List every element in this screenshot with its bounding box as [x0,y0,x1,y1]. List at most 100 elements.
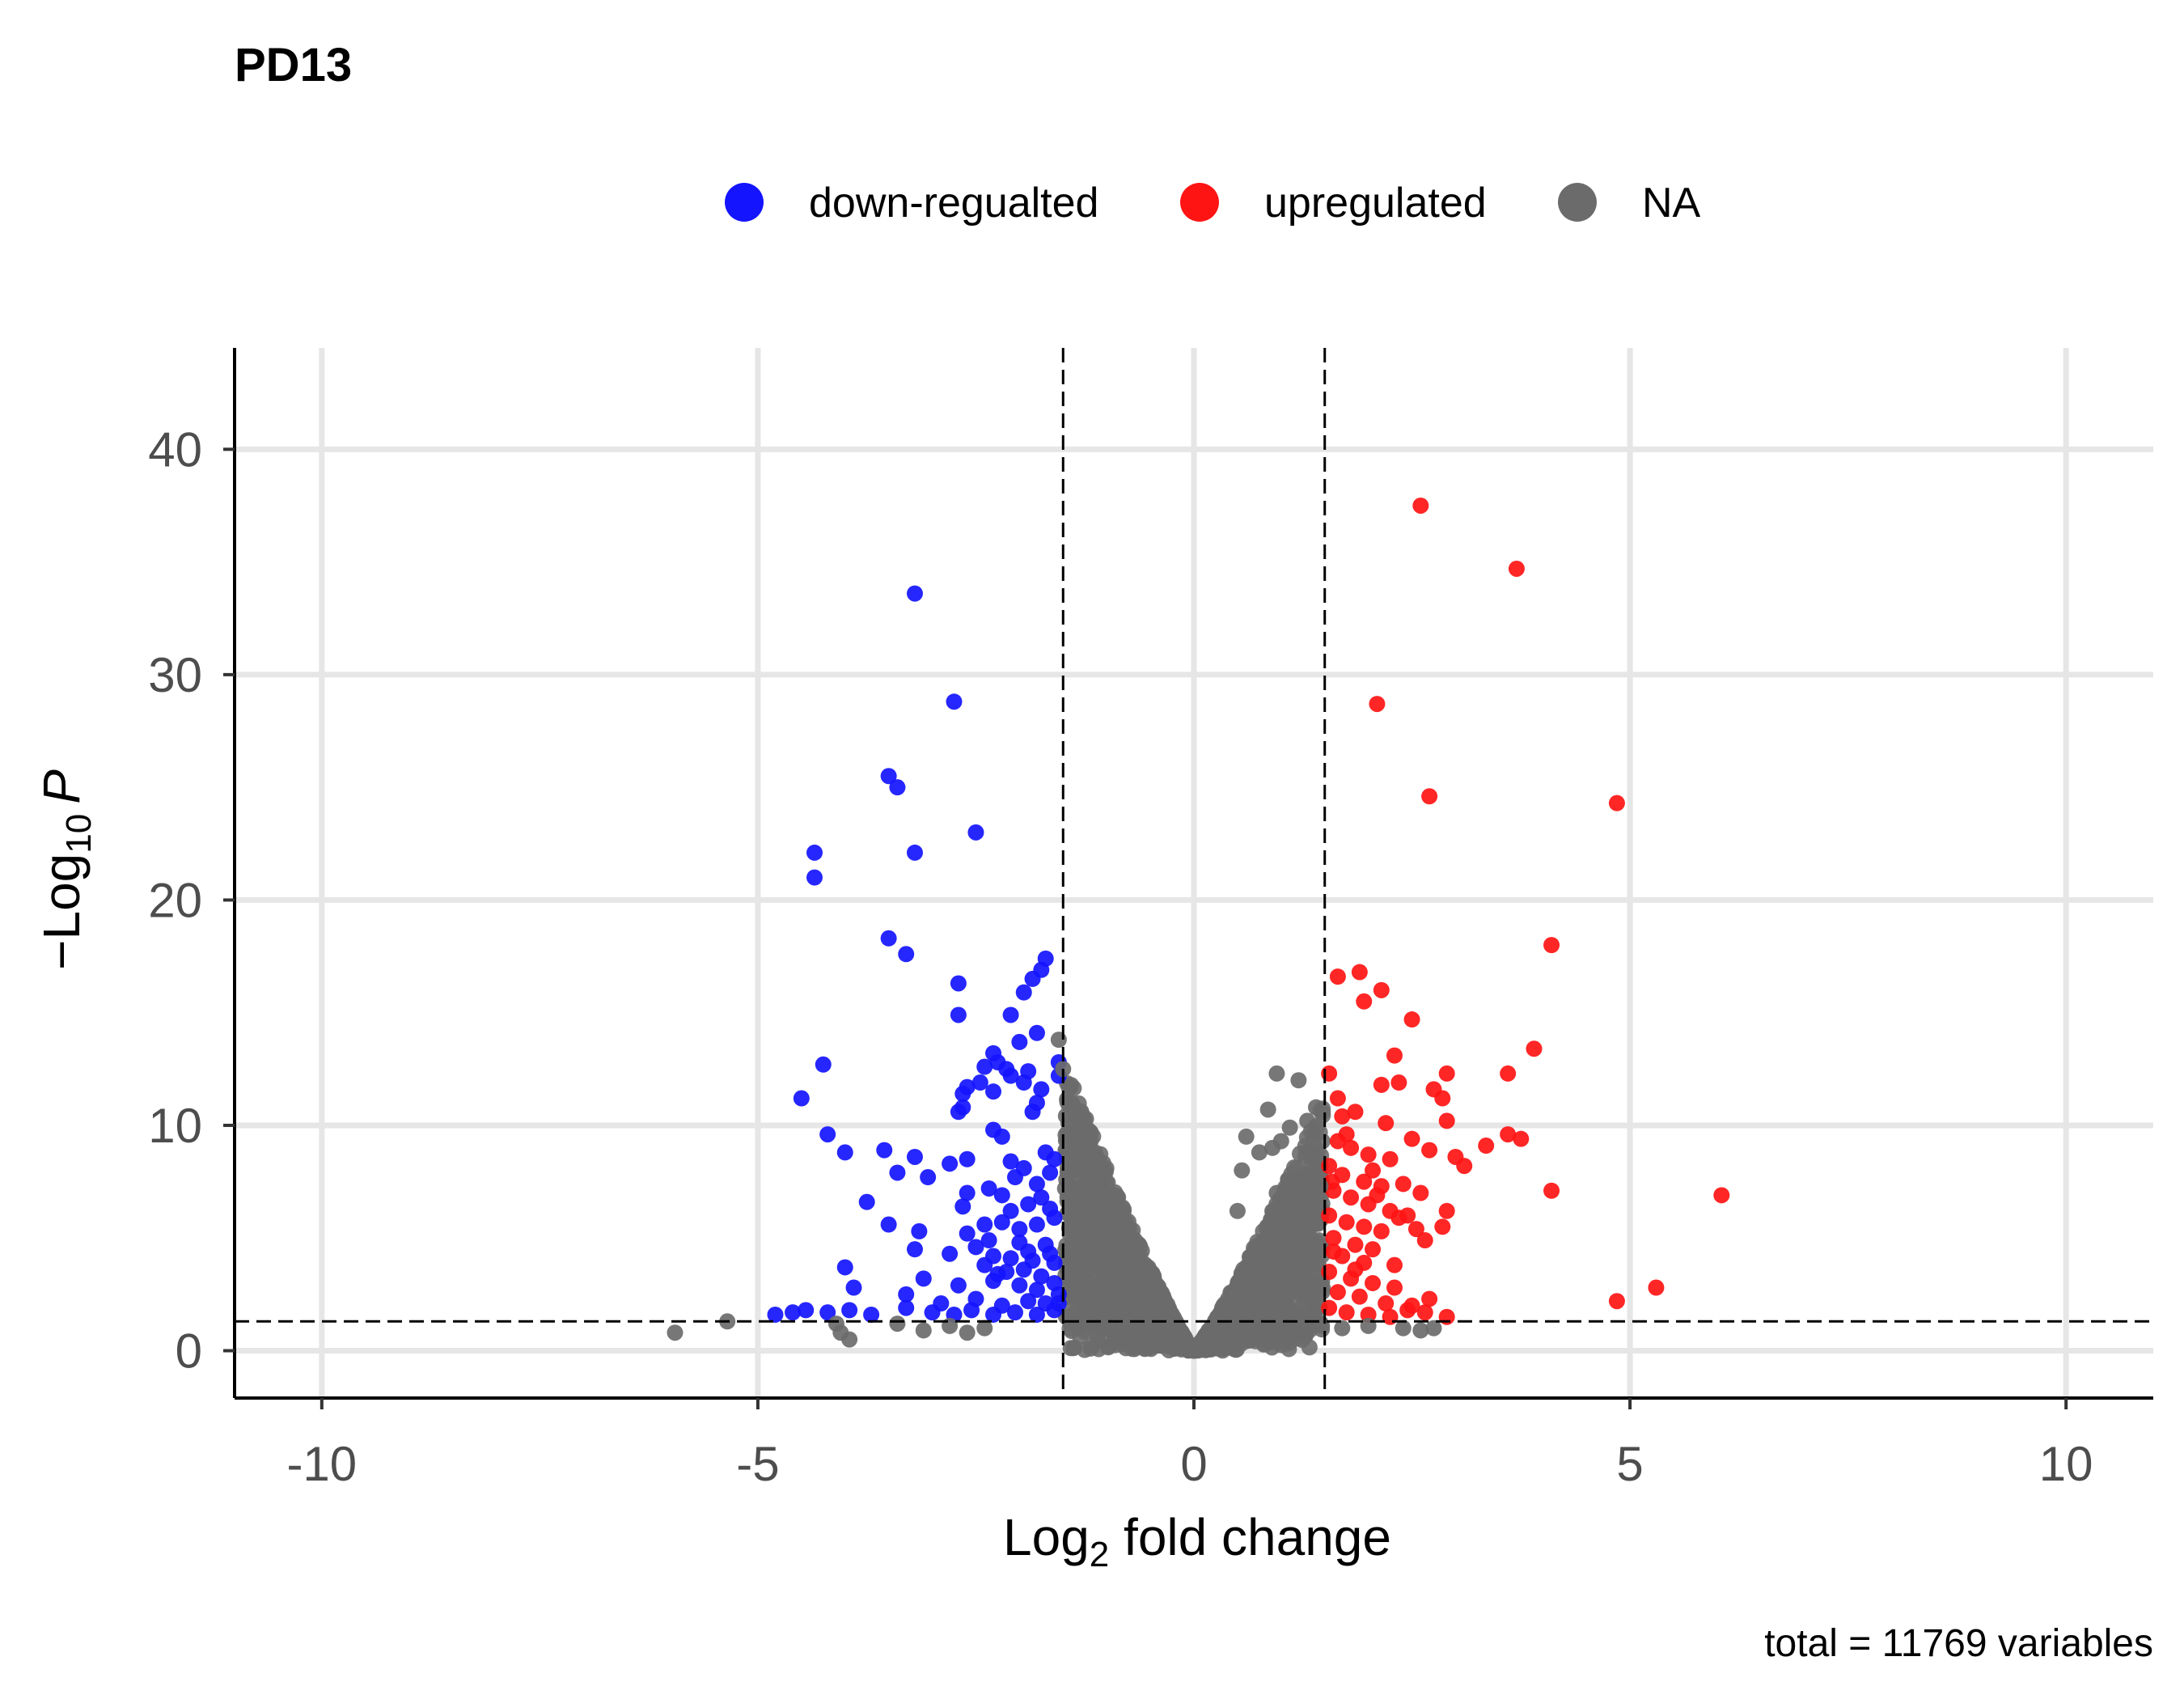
x-tick-label-0: -10 [286,1437,357,1491]
point-down-regualted-116 [1024,1252,1041,1269]
na-cloud-point-2181 [1128,1258,1145,1275]
point-down-regualted-5 [806,844,823,861]
point-upregulated-61 [1386,1279,1403,1296]
na-cloud-point-2059 [1268,1334,1285,1351]
point-upregulated-78 [1338,1126,1355,1143]
na-cloud-point-2113 [1263,1281,1280,1298]
point-down-regualted-53 [1028,1176,1045,1193]
point-upregulated-37 [1395,1176,1412,1193]
point-na-35 [1425,1320,1442,1337]
point-down-regualted-52 [1042,1164,1059,1181]
na-cloud-point-1741 [1079,1316,1096,1333]
point-down-regualted-6 [906,844,923,861]
point-down-regualted-106 [898,1299,915,1316]
point-upregulated-64 [1378,1295,1395,1312]
point-upregulated-19 [1500,1065,1517,1082]
na-cloud-point-2176 [1234,1268,1251,1285]
point-down-regualted-75 [967,1239,984,1256]
point-upregulated-79 [1412,1184,1429,1201]
point-upregulated-30 [1343,1139,1360,1156]
point-down-regualted-103 [819,1304,836,1321]
point-down-regualted-107 [924,1304,941,1321]
point-upregulated-60 [1365,1274,1382,1291]
y-tick-label-3: 30 [148,648,202,702]
point-na-30 [1281,1119,1298,1136]
point-upregulated-62 [1329,1284,1346,1301]
point-down-regualted-104 [841,1302,858,1319]
point-upregulated-39 [1343,1189,1360,1206]
point-na-4 [841,1331,858,1348]
point-upregulated-69 [1338,1304,1355,1321]
point-down-regualted-49 [1006,1169,1023,1186]
point-upregulated-47 [1356,1218,1373,1235]
point-na-8 [959,1324,976,1341]
point-na-25 [1264,1218,1281,1235]
na-cloud-point-2165 [1077,1341,1094,1358]
point-down-regualted-85 [836,1259,853,1276]
point-down-regualted-77 [1002,1250,1019,1267]
na-cloud-point-2193 [1265,1203,1282,1220]
point-down-regualted-12 [1024,970,1041,987]
point-down-regualted-47 [1002,1153,1019,1170]
y-axis-title-prefix: −Log [32,854,91,970]
point-upregulated-5 [1543,937,1560,954]
point-upregulated-45 [1321,1207,1338,1224]
na-cloud-point-2153 [1276,1227,1293,1244]
point-na-16 [1259,1101,1276,1118]
point-upregulated-66 [1648,1279,1665,1296]
na-cloud-point-2196 [1183,1340,1200,1357]
point-down-regualted-58 [993,1187,1010,1204]
point-upregulated-12 [1386,1047,1403,1064]
x-axis-title: Log2 fold change [1003,1508,1391,1574]
point-down-regualted-0 [906,585,923,602]
point-down-regualted-112 [1028,1306,1045,1323]
y-tick-label-1: 10 [148,1099,202,1153]
na-cloud-point-2162 [1125,1239,1142,1256]
na-cloud-point-2081 [1065,1288,1082,1305]
y-axis-title: −Log10 P [32,769,99,970]
na-cloud-point-2160 [1196,1328,1213,1345]
point-upregulated-43 [1713,1187,1730,1204]
na-cloud-point-2173 [1087,1200,1104,1217]
na-cloud-point-2141 [1145,1268,1162,1285]
na-cloud-point-2117 [1105,1334,1122,1351]
legend-swatch-down [725,183,764,222]
point-down-regualted-46 [942,1155,959,1172]
point-down-regualted-118 [989,1265,1006,1282]
point-upregulated-21 [1347,1104,1364,1121]
point-na-31 [1264,1139,1281,1156]
y-tick-label-4: 40 [148,422,202,477]
x-tick-label-2: 0 [1180,1437,1207,1491]
point-down-regualted-2 [880,768,897,785]
point-na-6 [915,1322,932,1339]
na-cloud-point-2184 [1139,1303,1156,1320]
point-upregulated-83 [1421,1290,1438,1307]
point-down-regualted-30 [954,1085,971,1102]
point-upregulated-46 [1338,1214,1355,1231]
point-down-regualted-61 [1033,1189,1050,1206]
point-upregulated-73 [1416,1304,1433,1321]
point-upregulated-1 [1508,560,1525,577]
na-cloud-point-2164 [1085,1256,1102,1273]
na-cloud-point-2082 [1087,1147,1104,1164]
point-upregulated-31 [1360,1146,1377,1163]
point-upregulated-75 [1325,1243,1342,1260]
point-down-regualted-59 [858,1193,875,1210]
point-upregulated-63 [1351,1288,1368,1305]
point-upregulated-9 [1356,993,1373,1010]
na-cloud-point-2057 [1111,1291,1128,1308]
point-upregulated-22 [1378,1115,1395,1132]
point-na-36 [1334,1320,1351,1337]
point-down-regualted-44 [906,1148,923,1165]
point-na-10 [1050,1032,1067,1049]
na-cloud-point-1992 [1124,1341,1141,1358]
point-down-regualted-93 [898,1286,915,1303]
point-upregulated-27 [1403,1130,1420,1147]
point-down-regualted-86 [915,1270,932,1287]
na-cloud-point-2150 [1298,1242,1315,1259]
point-upregulated-6 [1329,968,1346,985]
point-upregulated-24 [1500,1126,1517,1143]
na-cloud-point-2109 [1104,1186,1121,1203]
point-down-regualted-62 [1020,1196,1037,1213]
